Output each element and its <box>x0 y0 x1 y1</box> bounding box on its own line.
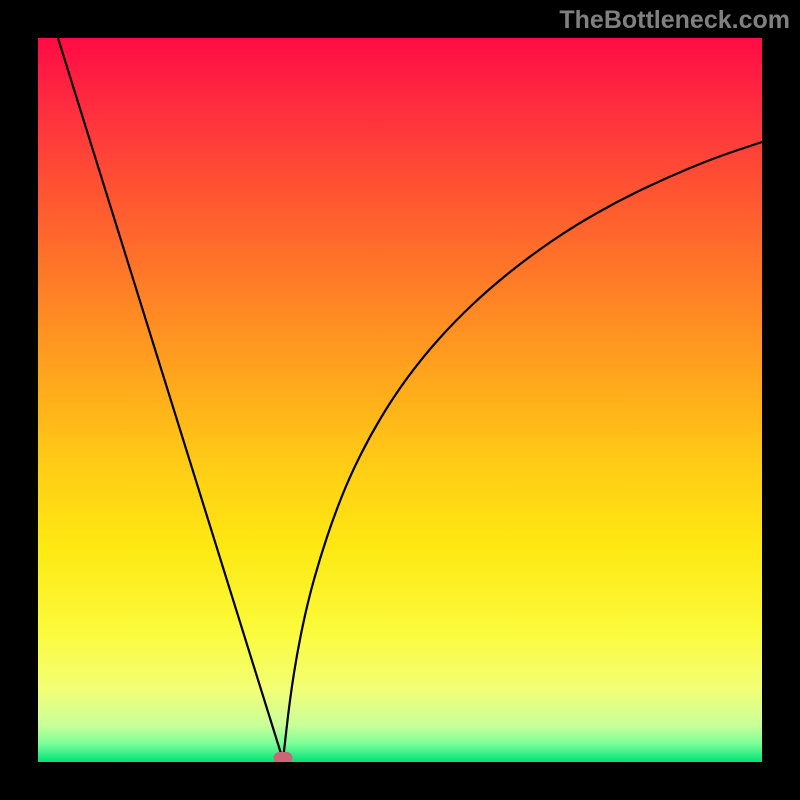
plot-area <box>38 38 762 762</box>
watermark-text: TheBottleneck.com <box>559 6 790 35</box>
bottleneck-curve <box>38 38 762 762</box>
optimal-point-marker <box>274 752 293 762</box>
